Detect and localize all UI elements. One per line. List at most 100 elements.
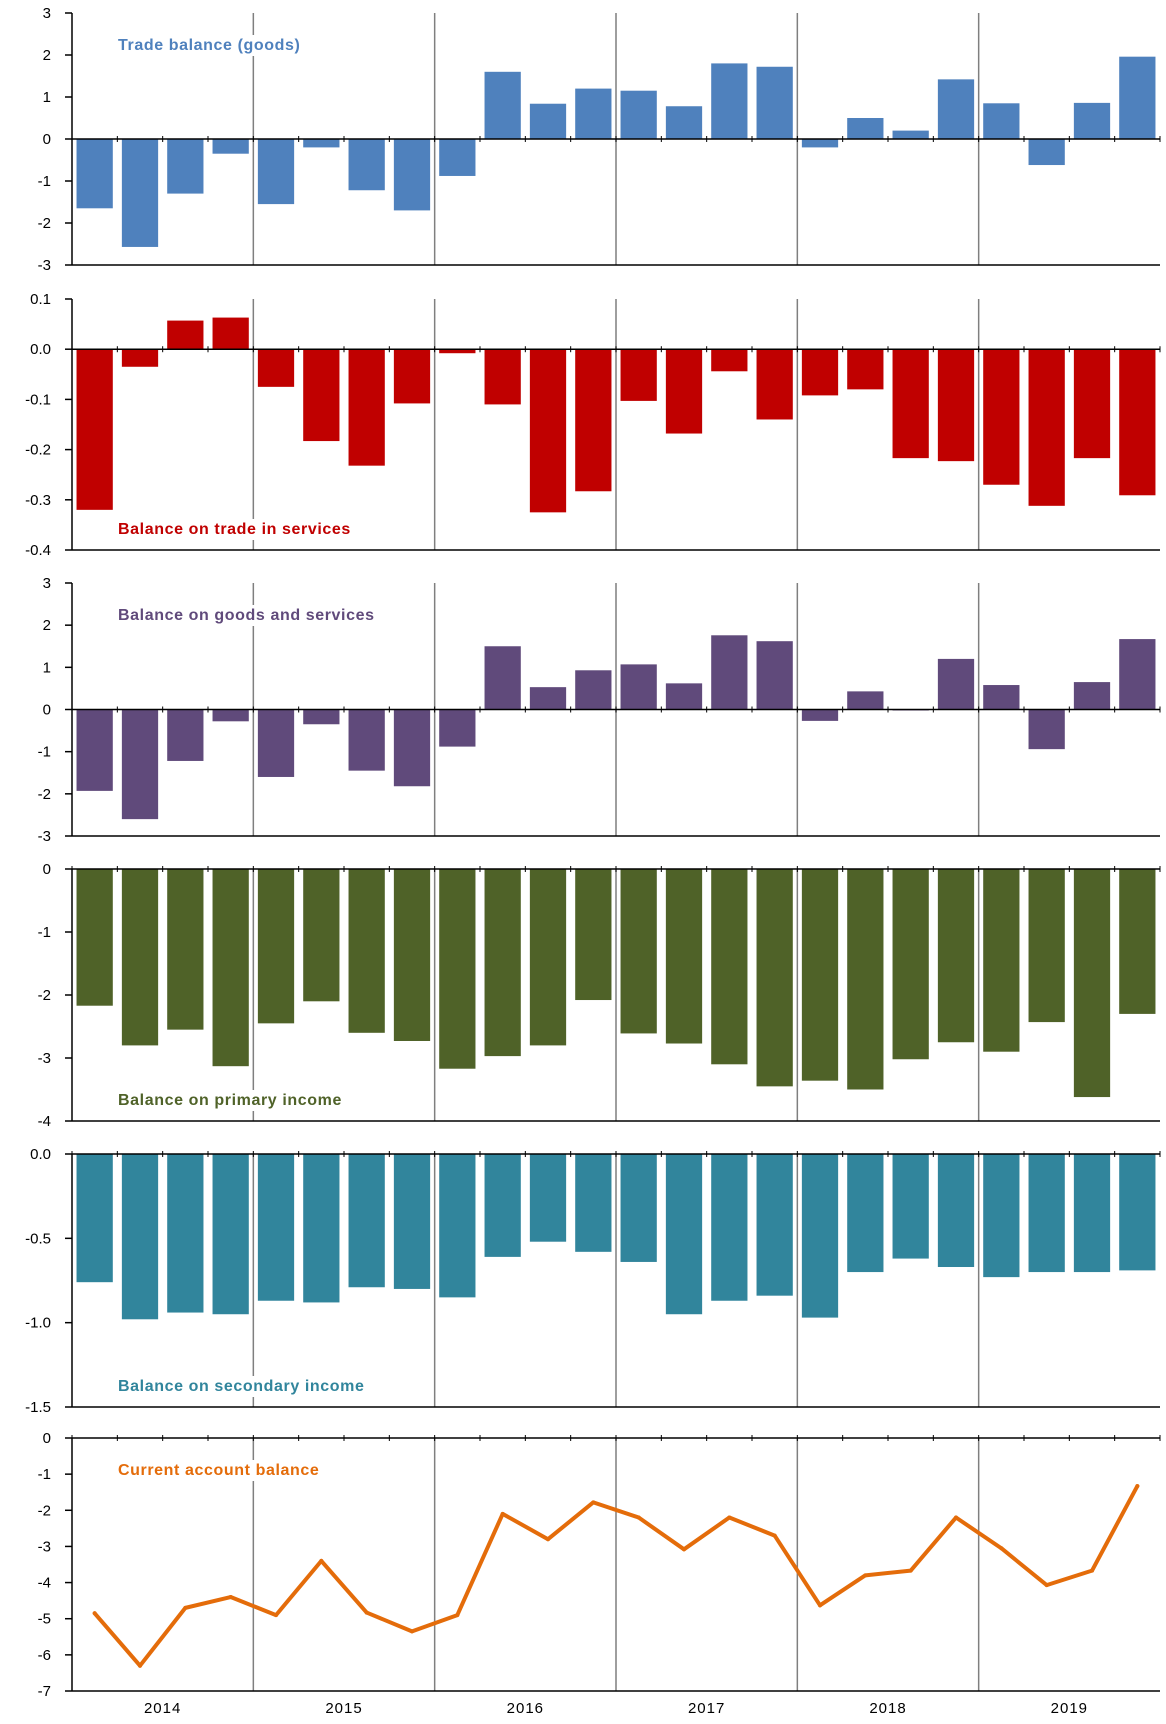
- data-point: [546, 1537, 550, 1542]
- y-tick-label: -0.5: [25, 1230, 51, 1247]
- bar: [1119, 639, 1156, 710]
- panel-title-background: [114, 1090, 346, 1111]
- bar: [484, 349, 521, 405]
- data-point: [138, 1663, 142, 1668]
- panel-title-background: [114, 605, 379, 626]
- bar: [121, 869, 159, 1046]
- y-tick-label: -0.1: [25, 391, 51, 408]
- data-point: [1044, 1583, 1049, 1588]
- bar: [801, 869, 839, 1081]
- y-tick-label: 2: [43, 617, 51, 634]
- y-tick-label: -6: [38, 1647, 51, 1664]
- data-point: [455, 1613, 460, 1618]
- bar: [847, 118, 884, 139]
- data-point: [818, 1603, 822, 1608]
- y-tick-label: 0: [43, 861, 51, 878]
- panel-title: Current account balance: [118, 1462, 319, 1479]
- data-point: [500, 1511, 505, 1516]
- panel-title-background: [114, 1376, 369, 1397]
- y-tick-label: -0.2: [25, 442, 51, 459]
- bar: [847, 691, 884, 710]
- bar: [847, 869, 884, 1090]
- bar: [756, 1154, 793, 1296]
- y-tick-label: 3: [43, 5, 51, 22]
- y-tick-label: -0.4: [25, 542, 51, 559]
- bar: [983, 869, 1020, 1052]
- bar: [439, 139, 476, 176]
- y-tick-label: -3: [38, 257, 51, 274]
- bar: [847, 1154, 884, 1273]
- data-point: [863, 1573, 868, 1578]
- y-tick-label: -3: [38, 1538, 51, 1555]
- panel-6: 0 -1 -2 -3 -4 -5 -6 -7 Current account balance: [38, 1430, 1161, 1700]
- bar: [1119, 869, 1156, 1014]
- y-tick-label: 0.1: [30, 291, 51, 308]
- y-tick-label: -2: [38, 215, 51, 232]
- y-tick-label: -3: [38, 1050, 51, 1067]
- y-tick-label: 0: [43, 1430, 51, 1447]
- data-point: [908, 1568, 913, 1573]
- panel-title-background: [114, 35, 305, 56]
- bar: [575, 349, 612, 492]
- x-year-label: 2019: [1051, 1700, 1088, 1717]
- y-tick-label: 3: [43, 575, 51, 592]
- data-point: [999, 1546, 1004, 1551]
- bar: [484, 869, 521, 1057]
- bar: [393, 139, 431, 211]
- y-tick-label: -1.5: [25, 1399, 51, 1416]
- data-point: [1135, 1484, 1140, 1489]
- bar: [76, 869, 113, 1006]
- bar: [801, 1154, 839, 1318]
- bar: [439, 1154, 476, 1298]
- y-tick-label: -1: [38, 1466, 51, 1483]
- bar: [665, 1154, 703, 1315]
- bar: [167, 869, 204, 1030]
- panel-1: 3 2 1 0 -1 -2 -3 Trade balance (goods): [38, 5, 1161, 274]
- bar: [801, 139, 839, 148]
- y-tick-label: 0: [43, 131, 51, 148]
- bar: [303, 869, 340, 1002]
- y-tick-label: -1: [38, 173, 51, 190]
- data-point: [228, 1595, 233, 1600]
- data-point: [410, 1629, 414, 1634]
- bar: [303, 349, 340, 442]
- y-tick-label: -7: [38, 1683, 51, 1700]
- bar: [439, 349, 476, 354]
- bar: [892, 130, 929, 139]
- bar: [212, 317, 249, 350]
- bar: [801, 349, 839, 396]
- bar: [1073, 682, 1111, 710]
- bar: [529, 869, 567, 1046]
- bar: [121, 1154, 159, 1320]
- bar: [348, 349, 385, 466]
- bar: [257, 709, 295, 777]
- bar: [575, 869, 612, 1001]
- bar: [1073, 1154, 1111, 1273]
- bar: [620, 869, 657, 1034]
- bar: [1119, 56, 1156, 139]
- bar: [711, 1154, 748, 1301]
- bar: [76, 709, 113, 791]
- y-tick-label: 0: [43, 702, 51, 719]
- bar: [983, 1154, 1020, 1278]
- bar: [983, 103, 1020, 139]
- bar: [348, 869, 385, 1033]
- bar: [393, 349, 431, 404]
- bar: [167, 139, 204, 194]
- bar: [620, 349, 657, 401]
- bar: [303, 139, 340, 148]
- y-tick-label: -1: [38, 744, 51, 761]
- x-year-label: 2018: [869, 1700, 906, 1717]
- series-line: [92, 1484, 1140, 1668]
- panel-title: Balance on trade in services: [118, 521, 351, 538]
- bar: [257, 349, 295, 387]
- panel-4: 0 -1 -2 -3 -4 Balance on primary income: [38, 861, 1161, 1130]
- data-point: [772, 1533, 777, 1538]
- data-point: [727, 1515, 732, 1520]
- bar: [620, 90, 657, 139]
- bar: [529, 349, 567, 513]
- panel-title: Balance on goods and services: [118, 607, 375, 624]
- bar: [212, 139, 249, 154]
- bar: [1119, 1154, 1156, 1271]
- panel-2: 0.1 0.0 -0.1 -0.2 -0.3 -0.4 Balance on trade i…: [25, 291, 1161, 559]
